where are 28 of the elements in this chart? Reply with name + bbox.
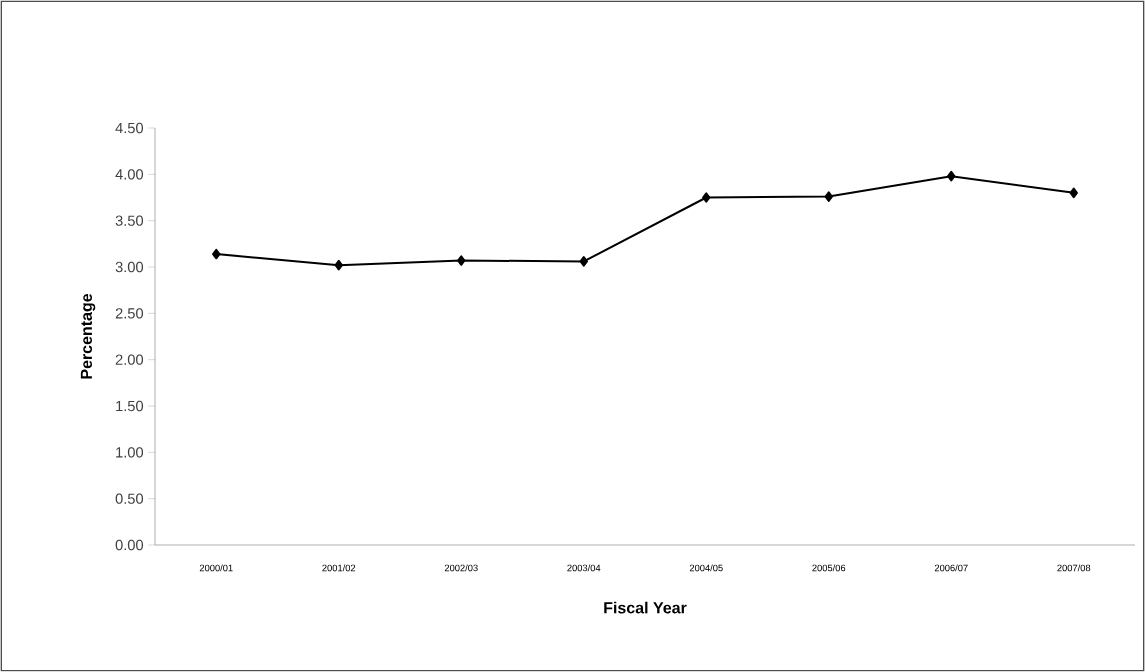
y-axis-title: Percentage	[80, 293, 96, 379]
x-tick-label: 2006/07	[934, 564, 968, 572]
point	[212, 248, 221, 260]
point	[1069, 187, 1078, 199]
point	[579, 256, 588, 267]
x-tick-label: 2005/06	[812, 564, 846, 572]
x-axis-title: Fiscal Year	[604, 601, 687, 614]
point	[824, 191, 833, 202]
x-tick-label: 2004/05	[689, 564, 723, 572]
y-tick-label: 2.50	[115, 308, 144, 319]
x-tick-label: 2002/03	[444, 564, 478, 572]
y-tick-label: 1.50	[116, 400, 144, 412]
point	[334, 259, 343, 271]
y-tick-label: 1.00	[116, 447, 144, 458]
point	[702, 192, 711, 203]
y-tick-label: 3.50	[115, 215, 144, 226]
y-tick-label: 2.00	[115, 354, 144, 365]
y-tick-label: 4.50	[115, 122, 144, 134]
y-tick-label: 0.00	[115, 539, 144, 551]
x-tick-label: 2007/08	[1057, 564, 1091, 572]
x-tick-label: 2001/02	[322, 564, 356, 572]
y-tick-label: 4.00	[115, 169, 144, 180]
y-tick-label: 0.50	[115, 493, 144, 504]
x-tick-label: 2000/01	[199, 564, 233, 572]
x-tick-label: 2003/04	[567, 564, 601, 572]
point	[457, 255, 466, 266]
y-tick-label: 3.00	[115, 261, 144, 273]
point	[947, 170, 956, 182]
